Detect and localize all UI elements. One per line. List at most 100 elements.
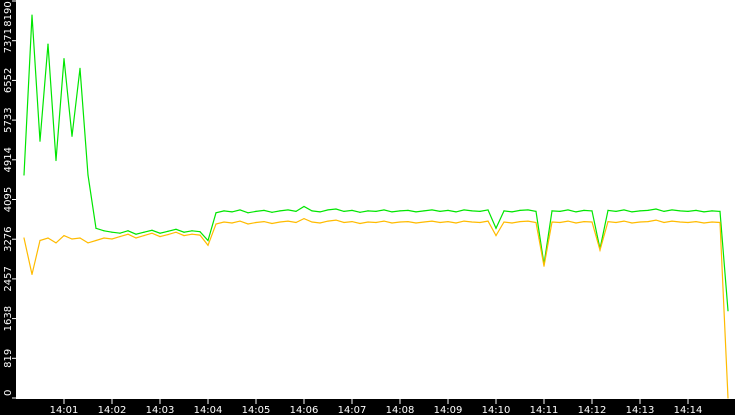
data-point [687, 221, 689, 224]
data-point [423, 221, 425, 223]
data-point [103, 237, 105, 239]
x-tick-label: 14:09 [434, 405, 463, 415]
data-point [455, 211, 457, 213]
data-point [703, 222, 705, 224]
y-tick-label: 7371 [3, 28, 14, 53]
data-point [679, 210, 681, 212]
data-point [599, 249, 601, 251]
data-point [39, 239, 41, 242]
data-point [359, 222, 361, 225]
data-point [383, 220, 385, 222]
data-point [679, 221, 681, 223]
data-point [215, 212, 217, 214]
data-point [159, 232, 161, 234]
data-point [135, 237, 137, 239]
data-point [223, 221, 225, 223]
data-point [383, 209, 385, 211]
data-point [535, 221, 537, 224]
data-point [295, 210, 297, 212]
data-point [255, 221, 257, 224]
data-point [55, 242, 57, 244]
data-point [111, 231, 113, 233]
data-point [207, 239, 209, 242]
data-point [247, 212, 249, 214]
data-point [607, 220, 609, 223]
data-point [471, 210, 473, 212]
data-point [271, 211, 273, 213]
data-point [423, 210, 425, 212]
data-point [47, 43, 49, 45]
data-point [399, 210, 401, 212]
data-point [231, 211, 233, 213]
data-point [527, 209, 529, 211]
data-point [543, 265, 545, 267]
data-point [95, 239, 97, 242]
data-point [631, 222, 633, 224]
series-line-0 [23, 15, 729, 311]
y-tick-label: 4095 [3, 187, 14, 212]
data-point [671, 209, 673, 211]
data-point [631, 211, 633, 213]
data-point [143, 235, 145, 237]
data-point [407, 220, 409, 223]
data-point [607, 209, 609, 212]
x-tick-label: 14:08 [386, 405, 415, 415]
data-point [183, 235, 185, 237]
data-point [519, 220, 521, 223]
data-point [463, 209, 465, 211]
data-point [327, 209, 329, 211]
data-point [615, 210, 617, 212]
data-point [719, 210, 721, 212]
data-point [311, 221, 313, 223]
data-point [127, 233, 129, 235]
data-point [239, 209, 241, 211]
data-point [303, 205, 305, 208]
data-point [191, 230, 193, 232]
data-point [415, 211, 417, 213]
data-point [223, 210, 225, 212]
data-point [367, 210, 369, 212]
data-point [55, 159, 57, 162]
data-point [431, 220, 433, 222]
data-point [439, 210, 441, 212]
data-point [639, 221, 641, 223]
data-point [79, 67, 81, 69]
data-point [639, 210, 641, 212]
data-point [95, 227, 97, 229]
data-point [79, 237, 81, 239]
data-point [655, 208, 657, 210]
data-point [263, 220, 265, 223]
data-point [455, 222, 457, 224]
data-point [407, 209, 409, 212]
data-point [487, 209, 489, 211]
y-tick-label: 1638 [3, 306, 14, 331]
data-point [479, 210, 481, 212]
data-point [567, 209, 569, 211]
data-point [695, 220, 697, 223]
data-point [319, 211, 321, 213]
data-point [719, 221, 721, 224]
x-tick-label: 14:03 [146, 405, 175, 415]
x-tick-label: 14:06 [290, 405, 319, 415]
x-tick-label: 14:02 [98, 405, 127, 415]
data-point [103, 230, 105, 232]
data-point [559, 221, 561, 224]
data-point [343, 210, 345, 212]
data-point [439, 221, 441, 224]
data-point [567, 220, 569, 222]
data-point [191, 233, 193, 235]
data-point [311, 210, 313, 212]
data-point [279, 221, 281, 223]
data-point [559, 210, 561, 212]
data-point [247, 223, 249, 225]
x-tick-label: 14:01 [50, 405, 79, 415]
data-point [415, 222, 417, 224]
data-point [503, 210, 505, 212]
data-point [647, 220, 649, 223]
y-axis-band [0, 0, 16, 415]
data-point [199, 231, 201, 233]
y-tick-label: 3276 [3, 226, 14, 251]
y-tick-label: 5733 [3, 107, 14, 132]
data-point [527, 220, 529, 222]
